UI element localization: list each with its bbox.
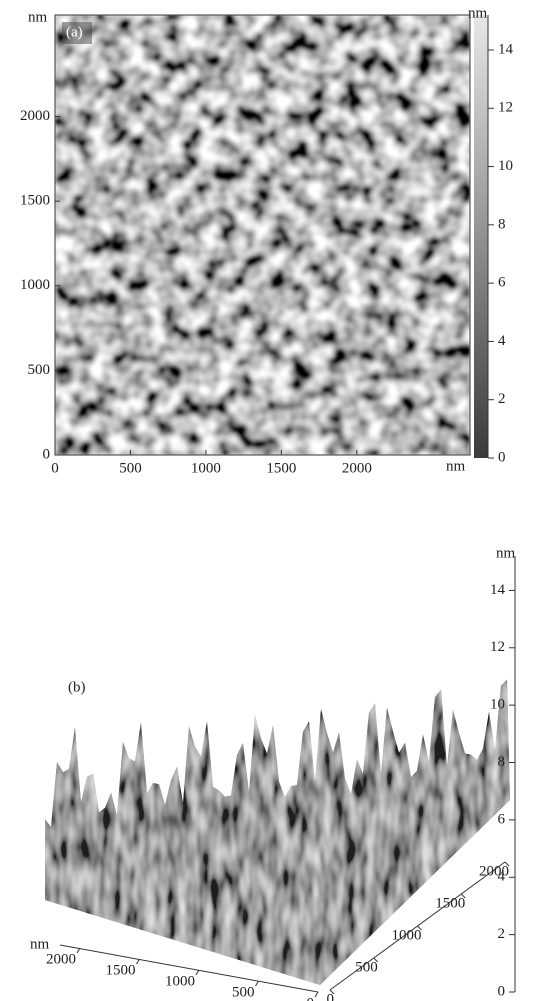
- y-tick-label: 1000: [392, 927, 422, 943]
- y-tick-label: 500: [28, 362, 51, 378]
- y-tick: [373, 957, 379, 963]
- z-tick-label: 2: [498, 926, 506, 942]
- x-tick-label: 0: [51, 460, 59, 476]
- surface-3d: [45, 679, 510, 985]
- y-unit: nm: [28, 9, 48, 25]
- y-tick-label: 2000: [20, 108, 50, 124]
- z-tick-label: 12: [490, 639, 505, 655]
- z-tick-label: 6: [498, 275, 506, 291]
- z-unit: nm: [496, 545, 516, 561]
- y-tick: [460, 893, 466, 899]
- x-tick: [136, 958, 140, 965]
- y-tick-label: 500: [355, 959, 378, 975]
- z-tick-label: 0: [498, 449, 506, 465]
- z-tick-label: 2: [498, 391, 506, 407]
- x-tick: [195, 969, 200, 976]
- z-tick-label: 10: [498, 158, 513, 174]
- z-tick-label: 4: [498, 333, 506, 349]
- x-tick-label: 1000: [191, 460, 221, 476]
- x-tick-label: 2000: [342, 460, 372, 476]
- z-tick-label: 8: [498, 216, 506, 232]
- y-tick-label: 1500: [435, 895, 465, 911]
- x-tick: [76, 947, 81, 954]
- x-tick-label: 2000: [46, 951, 76, 967]
- y-tick-label: 2000: [479, 863, 509, 879]
- y-tick-label: 0: [43, 446, 51, 462]
- z-tick-label: 0: [498, 983, 506, 999]
- x-tick: [314, 991, 319, 998]
- z-tick-label: 6: [498, 811, 506, 827]
- z-tick-label: 14: [498, 41, 514, 57]
- x-unit: nm: [30, 936, 50, 952]
- y-tick: [417, 925, 422, 931]
- y-tick-label: 0: [327, 991, 335, 1001]
- y-tick: [329, 989, 335, 995]
- z-tick-label: 10: [490, 697, 505, 713]
- x-tick-label: 1500: [266, 460, 296, 476]
- y-tick: [504, 861, 510, 867]
- x-tick-label: 0: [307, 995, 315, 1001]
- z-tick-label: 12: [498, 100, 513, 116]
- x-axis: [59, 944, 319, 993]
- afm-image: [55, 15, 470, 455]
- z-tick-label: 8: [498, 754, 506, 770]
- x-tick-label: 1000: [165, 973, 195, 989]
- colorbar: [474, 15, 488, 458]
- z-unit: nm: [468, 5, 488, 21]
- x-tick-label: 1500: [106, 962, 136, 978]
- z-tick-label: 4: [498, 869, 506, 885]
- panel-label: (b): [68, 679, 86, 695]
- image-frame: [54, 14, 471, 456]
- x-tick-label: 500: [232, 984, 255, 1000]
- x-tick: [255, 980, 259, 987]
- label-box: [62, 22, 92, 44]
- y-tick-label: 1500: [20, 193, 50, 209]
- x-tick-label: 500: [119, 460, 142, 476]
- y-tick-label: 1000: [20, 277, 50, 293]
- z-tick-label: 14: [490, 582, 506, 598]
- x-unit: nm: [446, 458, 466, 474]
- panel-label: (a): [66, 24, 83, 40]
